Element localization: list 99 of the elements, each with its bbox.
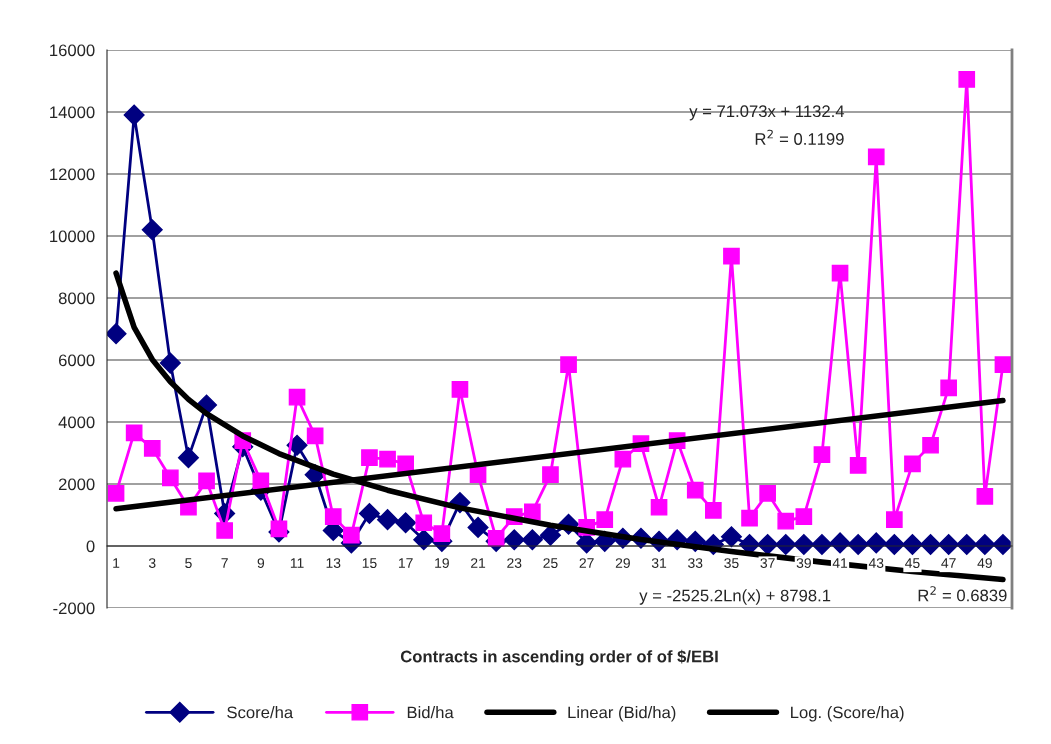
- annotation: y = -2525.2Ln(x) + 8798.1: [639, 589, 831, 605]
- x-axis-title: Contracts in ascending order of of $/EBI: [400, 649, 718, 666]
- point: [141, 219, 163, 241]
- point: [560, 356, 577, 373]
- point: [503, 529, 525, 551]
- x-tick-label: 17: [398, 558, 413, 568]
- x-tick-label: 21: [471, 558, 486, 568]
- point: [395, 512, 417, 534]
- y-tick-label: 14000: [50, 106, 95, 119]
- x-tick-label: 31: [651, 558, 667, 569]
- point: [994, 356, 1012, 373]
- point: [361, 449, 378, 466]
- point: [759, 484, 776, 502]
- x-tick-label: 49: [977, 558, 992, 569]
- point: [467, 516, 489, 538]
- point: [831, 264, 849, 282]
- legend-label: Linear (Bid/ha): [568, 706, 676, 722]
- point: [813, 446, 831, 463]
- x-tick-label: 37: [760, 558, 775, 569]
- point: [596, 511, 614, 528]
- point: [922, 436, 939, 454]
- annotation: R$^{2}$ = 0.6839: [918, 586, 1007, 602]
- point: [976, 488, 994, 505]
- point: [521, 529, 543, 551]
- point: [107, 484, 125, 502]
- legend-label: Bid/ha: [407, 706, 454, 719]
- x-tick-label: 33: [688, 558, 703, 569]
- legend-label: Log. (Score/ha): [791, 706, 904, 722]
- y-tick-label: 8000: [58, 292, 95, 305]
- point: [777, 512, 795, 530]
- point: [177, 447, 199, 469]
- y-tick-label: 6000: [58, 354, 95, 367]
- x-tick-label: 19: [435, 558, 449, 569]
- point: [539, 524, 561, 546]
- point: [650, 498, 668, 516]
- x-tick-label: 13: [326, 558, 341, 569]
- point: [614, 450, 632, 468]
- x-tick-label: 5: [185, 558, 192, 569]
- legend-label: Score/ha: [227, 706, 294, 719]
- annotation: R$^{2}$ = 0.1199: [755, 129, 844, 145]
- x-tick-label: 11: [290, 558, 304, 568]
- point: [705, 502, 722, 519]
- point: [795, 508, 813, 525]
- point: [524, 503, 541, 521]
- point: [162, 469, 179, 487]
- x-tick-label: 1: [113, 558, 120, 568]
- point: [686, 481, 704, 499]
- point: [542, 466, 559, 484]
- x-tick-label: 35: [724, 558, 739, 569]
- y-tick-label: 16000: [50, 44, 95, 57]
- point: [125, 424, 143, 442]
- point: [867, 148, 885, 166]
- x-tick-label: 45: [905, 558, 920, 569]
- point: [741, 509, 758, 527]
- x-tick-label: 27: [579, 558, 594, 568]
- point: [958, 71, 976, 88]
- point: [358, 502, 380, 524]
- x-tick-label: 3: [148, 558, 156, 569]
- point: [270, 520, 288, 538]
- point: [159, 352, 181, 374]
- x-tick-label: 41: [832, 558, 848, 568]
- point: [343, 526, 360, 544]
- point: [198, 472, 215, 490]
- point: [379, 450, 396, 468]
- point: [849, 457, 867, 474]
- y-tick-label: 10000: [50, 230, 95, 243]
- y-tick-label: 0: [86, 540, 95, 553]
- point: [720, 526, 742, 548]
- y-tick-label: 4000: [58, 416, 95, 429]
- y-tick-label: 2000: [58, 478, 95, 491]
- x-tick-label: 15: [362, 558, 377, 569]
- point: [143, 440, 161, 457]
- x-tick-label: 43: [868, 558, 884, 569]
- x-tick-label: 39: [796, 558, 811, 569]
- point: [469, 466, 487, 484]
- point: [216, 522, 233, 539]
- point: [415, 514, 433, 532]
- point: [123, 104, 145, 126]
- x-tick-label: 25: [543, 558, 558, 569]
- x-tick-label: 23: [507, 558, 522, 569]
- point: [904, 455, 921, 473]
- x-tick-label: 7: [221, 558, 228, 568]
- point: [288, 388, 306, 406]
- point: [397, 455, 414, 473]
- point: [306, 427, 324, 445]
- point: [992, 533, 1012, 555]
- point: [324, 508, 342, 525]
- point: [723, 247, 740, 265]
- point: [886, 511, 903, 528]
- point: [377, 509, 399, 531]
- point: [433, 525, 451, 542]
- x-tick-label: 9: [257, 558, 265, 569]
- point: [940, 379, 957, 397]
- point: [107, 323, 127, 345]
- x-tick-label: 47: [941, 558, 956, 568]
- y-tick-label: 12000: [50, 168, 95, 181]
- point: [451, 381, 469, 398]
- x-tick-label: 29: [615, 558, 630, 569]
- y-tick-label: -2000: [53, 602, 95, 615]
